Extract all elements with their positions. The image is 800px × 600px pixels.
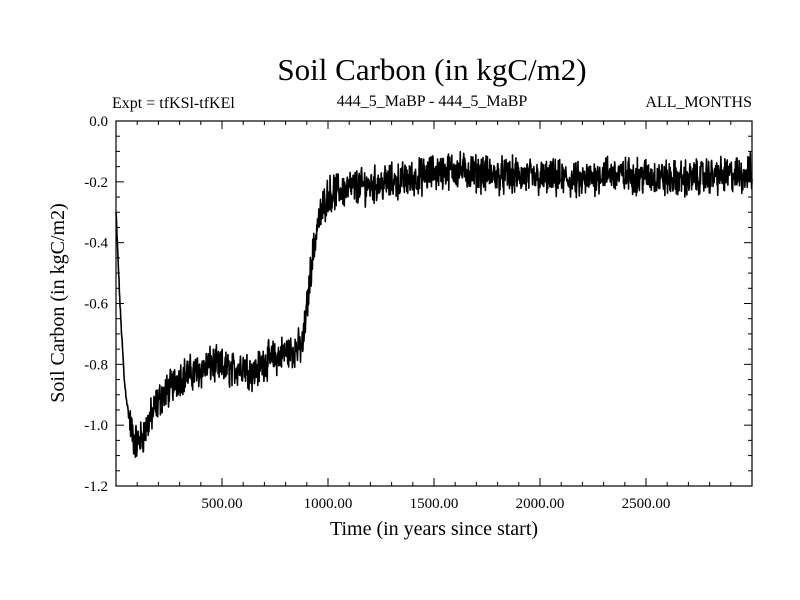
x-tick-label: 500.00 bbox=[201, 496, 242, 512]
x-tick-label: 2500.00 bbox=[622, 496, 671, 512]
y-axis-label: Soil Carbon (in kgC/m2) bbox=[47, 203, 69, 402]
period-label: 444_5_MaBP - 444_5_MaBP bbox=[337, 93, 528, 110]
ticks-layer: 500.00 1000.00 1500.00 2000.00 2500.00 0.0 -0.… bbox=[84, 114, 752, 512]
plot-frame bbox=[115, 120, 753, 487]
y-tick-label: -1.0 bbox=[84, 418, 108, 434]
x-axis-label: Time (in years since start) bbox=[330, 518, 538, 540]
series-layer bbox=[115, 150, 753, 458]
y-tick-label: -1.2 bbox=[84, 479, 108, 495]
chart-title: Soil Carbon (in kgC/m2) bbox=[277, 52, 586, 87]
x-tick-label: 1000.00 bbox=[304, 496, 353, 512]
y-tick-label: -0.2 bbox=[84, 175, 108, 191]
y-tick-label: -0.8 bbox=[84, 357, 108, 373]
y-tick-label: -0.4 bbox=[84, 236, 108, 252]
months-label: ALL_MONTHS bbox=[645, 94, 752, 111]
y-tick-label: -0.6 bbox=[84, 297, 108, 313]
x-tick-label: 1500.00 bbox=[410, 496, 459, 512]
series-line-soil-carbon bbox=[115, 150, 753, 458]
experiment-label: Expt = tfKSl-tfKEl bbox=[112, 95, 235, 112]
x-tick-label: 2000.00 bbox=[516, 496, 565, 512]
y-tick-label: 0.0 bbox=[89, 114, 108, 130]
